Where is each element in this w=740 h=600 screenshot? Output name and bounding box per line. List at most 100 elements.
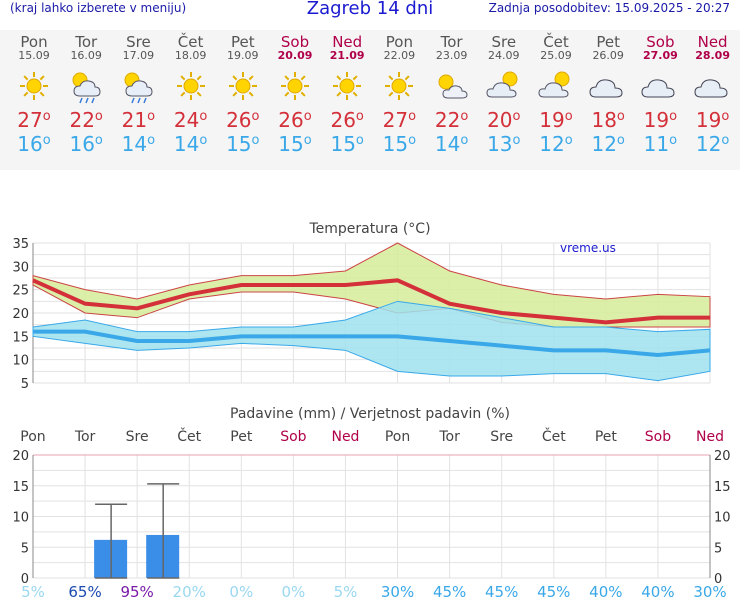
min-temp: 15o [226, 132, 260, 156]
precip-probability: 20% [173, 583, 206, 600]
degree-symbol: o [669, 109, 678, 124]
day-name: Pon [20, 33, 48, 51]
max-temp: 19o [695, 108, 730, 132]
day-name: Pon [385, 33, 413, 51]
sun-rain-icon [112, 66, 164, 106]
location-hint[interactable]: (kraj lahko izberete v meniju) [10, 1, 187, 15]
y-tick-label: 5 [21, 541, 29, 556]
y-tick-label: 5 [21, 377, 29, 392]
max-temp: 22o [69, 108, 103, 132]
min-temp: 14o [121, 132, 156, 156]
header: (kraj lahko izberete v meniju) Zagreb 14… [0, 0, 740, 20]
y-tick-label-right: 15 [714, 480, 731, 495]
degree-symbol: o [460, 109, 469, 124]
day-column: Pet 19.09 26o 15o [217, 30, 269, 170]
min-temp: 16o [69, 132, 103, 156]
cloud-icon [582, 66, 634, 106]
y-tick-label: 20 [12, 307, 29, 322]
day-column: Tor 16.09 22o 16o [60, 30, 112, 170]
max-temp: 26o [278, 108, 312, 132]
degree-symbol: o [147, 109, 156, 124]
day-column: Sre 17.09 21o 14o [112, 30, 164, 170]
sun-icon [373, 66, 425, 106]
max-temp-line [32, 278, 710, 325]
max-temp: 27o [382, 108, 417, 132]
day-date: 17.09 [122, 49, 155, 62]
y-tick-label: 10 [12, 511, 29, 526]
degree-symbol: o [199, 133, 208, 148]
degree-symbol: o [42, 133, 51, 148]
max-temp: 19o [539, 108, 573, 132]
degree-symbol: o [94, 109, 103, 124]
day-date: 24.09 [488, 49, 520, 62]
min-temp: 16o [17, 132, 51, 156]
day-date: 19.09 [227, 49, 259, 62]
sun-icon [321, 66, 373, 106]
day-date: 21.09 [329, 49, 365, 62]
category-label: Sob [280, 429, 306, 445]
max-temp: 27o [17, 108, 51, 132]
max-temp: 19o [643, 108, 678, 132]
degree-symbol: o [721, 109, 730, 124]
day-column: Sob 20.09 26o 15o [269, 30, 321, 170]
max-temp: 22o [434, 108, 469, 132]
precip-probability: 95% [120, 583, 153, 600]
day-name: Ned [332, 33, 363, 51]
precip-probability: 40% [589, 583, 622, 600]
day-name: Tor [75, 33, 98, 51]
day-date: 18.09 [174, 49, 207, 62]
precip-probability: 5% [334, 583, 358, 600]
min-temp: 15o [330, 132, 364, 156]
y-tick-label-right: 20 [714, 449, 731, 464]
y-tick-label-right: 10 [714, 511, 731, 526]
temperature-chart: Temperatura (°C) 5 10 15 20 25 30 35 vreme.us [12, 221, 711, 392]
min-temp: 15o [278, 132, 312, 156]
category-label: Sre [490, 429, 513, 445]
min-temp: 14o [434, 132, 469, 156]
category-label: Pet [595, 429, 618, 445]
y-tick-label: 10 [12, 354, 29, 369]
degree-symbol: o [408, 133, 417, 148]
min-temp: 13o [487, 132, 521, 156]
day-column: Ned 21.09 26o 15o [321, 30, 373, 170]
day-name: Sob [280, 33, 310, 51]
day-name: Ned [697, 33, 728, 51]
degree-symbol: o [199, 109, 208, 124]
degree-symbol: o [303, 133, 312, 148]
degree-symbol: o [355, 133, 364, 148]
min-temp: 15o [382, 132, 417, 156]
day-date: 26.09 [592, 49, 624, 62]
category-label: Ned [696, 429, 724, 445]
degree-symbol: o [564, 109, 573, 124]
y-tick-label: 0 [21, 572, 29, 587]
sun-icon [217, 66, 269, 106]
chart-title: Padavine (mm) / Verjetnost padavin (%) [230, 406, 510, 422]
y-tick-label: 20 [12, 449, 29, 464]
sun-icon [8, 66, 60, 106]
day-column: Tor 23.09 22o 14o [426, 30, 478, 170]
degree-symbol: o [564, 133, 573, 148]
chart-title: Temperatura (°C) [308, 221, 430, 237]
category-label: Pet [230, 429, 253, 445]
max-temp: 20o [487, 108, 521, 132]
day-date: 27.09 [642, 49, 678, 62]
day-column: Sre 24.09 20o 13o [478, 30, 530, 170]
sun-rain-icon [60, 66, 112, 106]
day-column: Čet 18.09 24o 14o [165, 30, 217, 170]
precip-probability: 65% [68, 583, 101, 600]
day-name: Pet [596, 33, 620, 51]
category-label: Pon [20, 429, 45, 445]
degree-symbol: o [251, 109, 260, 124]
y-tick-label: 25 [12, 284, 29, 299]
day-column: Sob 27.09 19o 11o [634, 30, 686, 170]
min-temp-line [33, 329, 711, 358]
day-column: Pon 22.09 27o 15o [373, 30, 425, 170]
degree-symbol: o [512, 133, 521, 148]
precip-probability: 0% [281, 583, 305, 600]
degree-symbol: o [355, 109, 364, 124]
category-label: Sob [645, 429, 671, 445]
y-tick-label: 35 [12, 237, 29, 252]
watermark: vreme.us [560, 241, 616, 255]
page-title: Zagreb 14 dni [306, 0, 434, 19]
degree-symbol: o [147, 133, 156, 148]
